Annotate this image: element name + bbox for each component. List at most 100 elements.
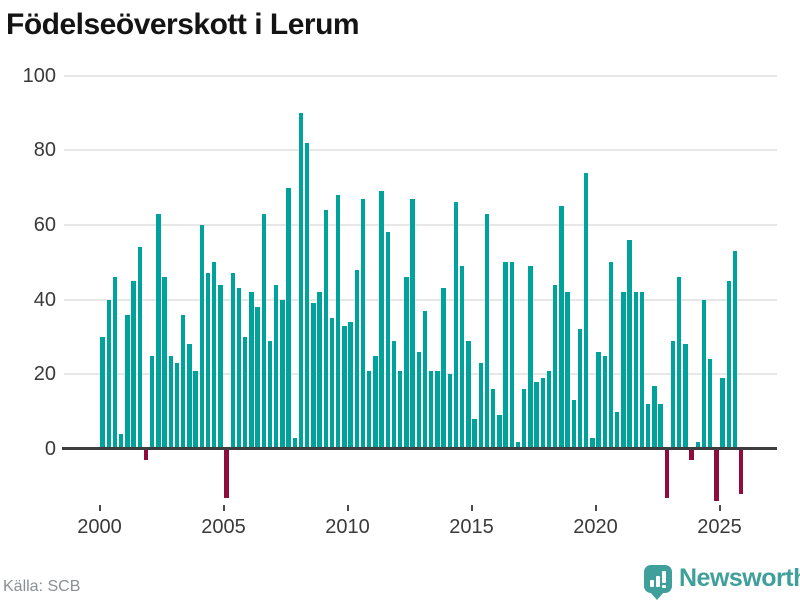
newsworthy-logo-tail-icon (650, 592, 664, 600)
bar (658, 404, 663, 449)
bar (292, 437, 297, 449)
bar (131, 280, 136, 449)
bar (224, 449, 229, 498)
x-axis-label: 2005 (201, 516, 246, 538)
y-axis-label: 40 (33, 288, 56, 311)
bar (739, 449, 744, 494)
bar (732, 251, 738, 449)
bar (708, 359, 713, 449)
bar (540, 378, 545, 449)
newsworthy-logo: Newsworthy (644, 563, 800, 600)
bar (608, 262, 614, 449)
bar (621, 292, 626, 449)
bar (249, 292, 254, 449)
bar (305, 142, 310, 449)
x-axis-label: 2010 (325, 516, 370, 538)
bar (466, 340, 471, 449)
bar (559, 206, 564, 449)
logo-bar-medium-icon (656, 576, 660, 587)
bar (106, 299, 111, 449)
x-axis-tick (470, 505, 473, 511)
logo-exclamation-dot-icon (662, 585, 666, 588)
source-label: Källa: SCB (3, 578, 81, 595)
x-axis-tick (222, 505, 225, 511)
bar (602, 355, 607, 449)
bar (584, 172, 589, 449)
bar (590, 437, 595, 449)
bar (236, 288, 242, 449)
bar (522, 389, 527, 449)
bar (565, 292, 570, 449)
bar (478, 363, 483, 449)
bar (484, 213, 490, 449)
bar (515, 441, 521, 449)
bar (410, 198, 415, 449)
bar (404, 277, 409, 449)
bar (571, 400, 576, 449)
bar (162, 277, 167, 449)
bar (677, 277, 682, 449)
bar (174, 363, 180, 449)
bar (534, 381, 539, 449)
bar (137, 247, 142, 449)
bar (156, 213, 161, 449)
bar (627, 239, 632, 449)
bar (385, 232, 390, 449)
bar (181, 314, 186, 449)
bar (348, 322, 353, 449)
bar (577, 329, 583, 449)
bar (416, 351, 421, 449)
bar (695, 441, 700, 449)
x-axis-tick (346, 505, 349, 511)
bar (367, 370, 372, 449)
bar (664, 449, 669, 498)
bar (453, 202, 459, 449)
x-axis-tick (594, 505, 597, 511)
bar (360, 198, 366, 449)
x-axis-line (62, 447, 777, 451)
bar (150, 355, 155, 449)
bar (553, 284, 558, 449)
bar (546, 370, 552, 449)
bar (633, 292, 638, 449)
bar (422, 310, 428, 449)
bar (391, 340, 397, 449)
bar (212, 262, 217, 449)
logo-bar-small-icon (650, 580, 654, 587)
bar (243, 336, 248, 449)
bar (143, 449, 149, 461)
bar (528, 265, 533, 449)
bar (646, 404, 651, 449)
bar (230, 273, 235, 449)
gridline (64, 298, 777, 301)
logo-exclamation-icon (662, 571, 666, 583)
bar (298, 112, 304, 449)
x-axis-label: 2020 (573, 516, 618, 538)
gridline (64, 74, 777, 77)
bar (329, 318, 335, 449)
bar (286, 187, 291, 449)
x-axis-tick (98, 505, 101, 511)
bar (701, 299, 707, 449)
bar (714, 449, 719, 502)
bar (503, 262, 508, 449)
bar (670, 340, 676, 449)
brand-name: Newsworthy (679, 564, 800, 592)
bar (509, 262, 514, 449)
x-axis-label: 2000 (77, 516, 122, 538)
y-axis-label: 0 (44, 438, 56, 460)
y-axis-label: 60 (33, 213, 56, 236)
bar (168, 355, 173, 449)
y-axis-label: 100 (22, 64, 56, 87)
bar (274, 284, 279, 449)
bar (119, 434, 124, 449)
x-axis-label: 2025 (697, 516, 742, 538)
bar (354, 269, 359, 449)
bar (639, 292, 645, 449)
bar (398, 370, 403, 449)
bar (112, 277, 118, 449)
newsworthy-logo-icon (644, 565, 672, 593)
bar (596, 351, 601, 449)
